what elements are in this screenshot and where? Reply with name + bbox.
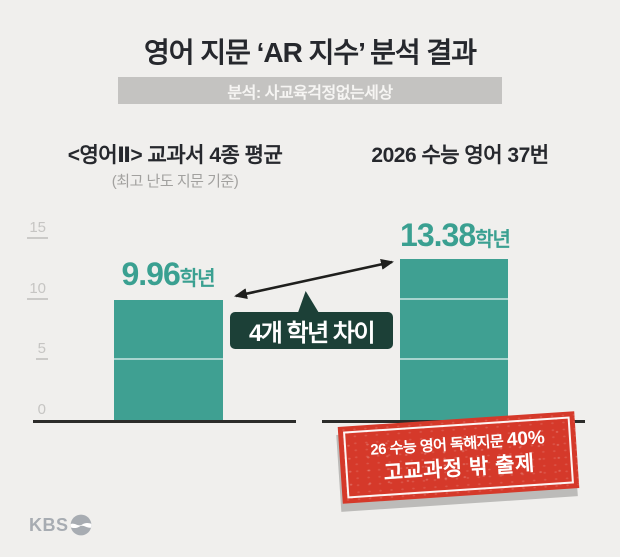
bar-exam-question-37 <box>400 259 508 421</box>
source-badge: 분석: 사교육걱정없는세상 <box>118 77 502 104</box>
bar-segment-line <box>114 358 223 360</box>
callout-tail <box>297 291 319 313</box>
difference-callout: 4개 학년 차이 <box>230 291 393 349</box>
category-subtitle-textbooks: (최고 난도 지문 기준) <box>111 173 239 190</box>
y-axis-tick-15: 15 <box>14 219 48 239</box>
value-unit-exam: 학년 <box>475 229 511 251</box>
kbs-logo: KBS <box>29 513 92 537</box>
stamp-percentage: 40% <box>506 427 546 451</box>
difference-callout-label: 4개 학년 차이 <box>248 320 376 347</box>
x-axis-baseline-left <box>33 420 296 423</box>
source-badge-label: 분석: 사교육걱정없는세상 <box>227 84 393 102</box>
kbs-globe-icon <box>70 514 91 536</box>
conclusion-stamp: 26 수능 영어 독해지문 40% 고교과정 밖 출제 <box>337 411 580 504</box>
y-axis-tick-10: 10 <box>14 280 48 300</box>
value-number-textbooks: 9.96 <box>121 256 180 292</box>
category-title-textbooks: <영어Ⅱ> 교과서 4종 평균 <box>67 144 283 167</box>
page-title: 영어 지문 ‘AR 지수’ 분석 결과 <box>144 37 477 68</box>
y-axis-tick-5: 5 <box>14 340 48 360</box>
bar-textbooks-average <box>114 300 223 421</box>
category-title-exam: 2026 수능 영어 37번 <box>371 144 549 167</box>
value-number-exam: 13.38 <box>400 217 476 253</box>
bar-segment-line <box>400 358 508 360</box>
kbs-logo-text: KBS <box>29 514 69 535</box>
value-label-exam: 13.38학년 <box>355 217 555 254</box>
y-axis-tick-0: 0 <box>37 401 46 418</box>
value-label-textbooks: 9.96학년 <box>68 256 268 293</box>
value-unit-textbooks: 학년 <box>179 268 216 290</box>
bar-segment-line <box>400 298 508 300</box>
